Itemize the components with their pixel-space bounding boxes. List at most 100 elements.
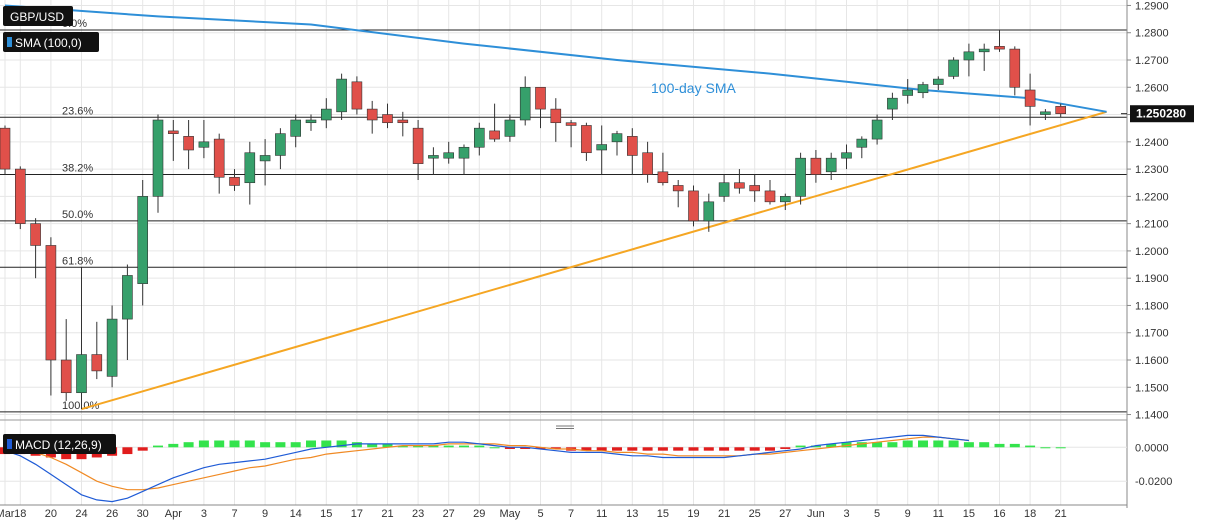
x-tick-label: 7 <box>568 508 574 520</box>
candle[interactable] <box>0 125 11 175</box>
candle[interactable] <box>825 152 837 180</box>
candle-body <box>229 176 240 186</box>
candle[interactable] <box>734 169 745 194</box>
candle[interactable] <box>917 81 929 99</box>
candle[interactable] <box>15 166 26 230</box>
x-tick-label: 20 <box>45 508 57 520</box>
candle[interactable] <box>626 128 638 175</box>
pane-resize-handle[interactable] <box>556 425 574 429</box>
candle[interactable] <box>60 319 72 401</box>
candle[interactable] <box>213 133 225 194</box>
macd-histogram-bar <box>275 442 286 448</box>
x-tick-label: 25 <box>749 508 761 520</box>
candle-body <box>917 84 929 94</box>
candle[interactable] <box>122 264 133 360</box>
candle[interactable] <box>397 111 409 137</box>
candle[interactable] <box>948 57 959 80</box>
macd-histogram-bar <box>826 443 837 448</box>
candle[interactable] <box>183 120 194 170</box>
candle[interactable] <box>611 130 623 156</box>
candle[interactable] <box>351 76 363 115</box>
candle[interactable] <box>581 122 592 161</box>
candle[interactable] <box>229 169 240 191</box>
candle[interactable] <box>550 98 562 142</box>
candle[interactable] <box>932 76 944 90</box>
candle[interactable] <box>275 128 286 170</box>
candle[interactable] <box>994 30 1005 52</box>
candle[interactable] <box>290 114 302 148</box>
candle[interactable] <box>718 174 730 202</box>
candle[interactable] <box>382 103 393 129</box>
candle-body <box>779 196 791 203</box>
candle[interactable] <box>152 114 164 213</box>
candle[interactable] <box>30 218 41 279</box>
candle[interactable] <box>749 174 761 202</box>
macd-histogram-bar <box>642 447 653 451</box>
x-tick-label: 11 <box>933 508 944 520</box>
x-tick-label: 27 <box>779 508 791 520</box>
candle[interactable] <box>1040 109 1051 120</box>
candle[interactable] <box>76 267 87 410</box>
candle-body <box>1055 106 1066 115</box>
candle-body <box>734 182 745 189</box>
candle[interactable] <box>963 43 975 77</box>
macd-pane: 0.0000 -0.0200 <box>0 434 1172 503</box>
macd-histogram-bar <box>489 447 500 449</box>
candle[interactable] <box>779 193 791 210</box>
sma-badge[interactable]: SMA (100,0) <box>3 32 99 52</box>
candle[interactable] <box>91 321 103 380</box>
macd-badge[interactable]: MACD (12,26,9) <box>3 434 116 454</box>
candle[interactable] <box>168 120 179 161</box>
candle[interactable] <box>795 152 806 205</box>
candle[interactable] <box>764 180 776 205</box>
candle[interactable] <box>198 120 210 159</box>
candle[interactable] <box>458 144 470 175</box>
fib-level-label: 50.0% <box>62 209 93 221</box>
candle-body <box>1040 111 1051 115</box>
candle[interactable] <box>259 139 271 186</box>
candle-body <box>91 354 103 372</box>
macd-histogram-bar <box>351 442 362 448</box>
candle[interactable] <box>1055 103 1066 118</box>
candle[interactable] <box>1009 46 1021 96</box>
candle[interactable] <box>443 141 455 164</box>
candles-layer[interactable] <box>0 30 1066 410</box>
candle[interactable] <box>336 73 347 120</box>
candle[interactable] <box>672 180 684 208</box>
candle[interactable] <box>978 43 990 71</box>
candle[interactable] <box>366 100 378 134</box>
candle[interactable] <box>871 114 883 145</box>
macd-histogram-bar <box>581 447 592 451</box>
candle[interactable] <box>106 305 118 388</box>
macd-histogram-bar <box>657 447 668 451</box>
candle[interactable] <box>642 141 653 183</box>
candle[interactable] <box>703 193 715 232</box>
candle[interactable] <box>428 147 439 175</box>
candle-body <box>60 359 72 394</box>
candle[interactable] <box>305 114 317 131</box>
candle[interactable] <box>320 98 332 129</box>
candle[interactable] <box>504 114 516 142</box>
candle[interactable] <box>45 237 57 396</box>
candle[interactable] <box>902 79 914 104</box>
candle[interactable] <box>596 125 608 175</box>
candle[interactable] <box>856 136 868 159</box>
candle[interactable] <box>657 152 669 186</box>
candle[interactable] <box>1024 73 1036 126</box>
macd-histogram-bar <box>382 443 393 448</box>
candle[interactable] <box>244 141 256 205</box>
candle[interactable] <box>519 76 531 126</box>
candle[interactable] <box>137 180 148 306</box>
candle-body <box>489 130 500 140</box>
candle[interactable] <box>841 144 852 170</box>
candle[interactable] <box>810 150 822 183</box>
symbol-badge[interactable]: GBP/USD <box>3 6 73 26</box>
candle[interactable] <box>489 103 500 142</box>
candle[interactable] <box>473 122 485 156</box>
candle[interactable] <box>412 120 424 180</box>
candle[interactable] <box>565 120 577 148</box>
candle[interactable] <box>887 92 898 120</box>
candle[interactable] <box>688 185 699 227</box>
candle[interactable] <box>535 86 546 129</box>
x-tick-label: 21 <box>381 508 393 520</box>
